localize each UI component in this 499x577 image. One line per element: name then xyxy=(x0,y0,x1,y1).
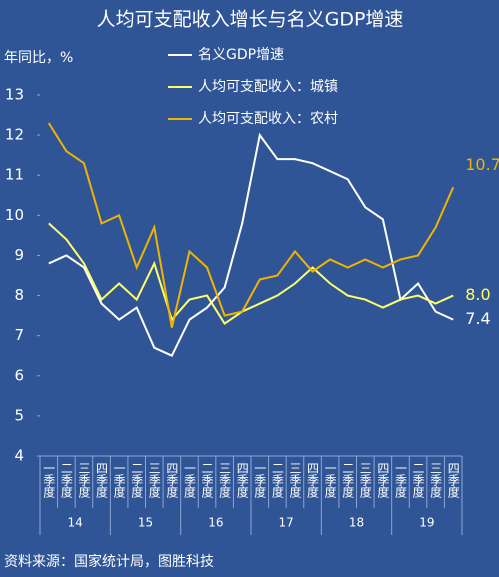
y-tick-label: 9 xyxy=(14,246,24,264)
group-label: 14 xyxy=(68,516,83,530)
legend-label: 人均可支配收入：农村 xyxy=(198,111,338,127)
x-tick-label: 三季度 xyxy=(358,462,372,498)
end-label: 7.4 xyxy=(465,309,490,328)
x-tick-label: 一季度 xyxy=(323,462,337,498)
x-tick-label: 二季度 xyxy=(59,462,73,498)
x-tick-label: 一季度 xyxy=(253,462,267,498)
chart-title: 人均可支配收入增长与名义GDP增速 xyxy=(97,9,404,31)
y-tick-label: 12 xyxy=(5,126,24,144)
x-tick-label: 三季度 xyxy=(218,462,232,498)
x-tick-label: 一季度 xyxy=(112,462,126,498)
legend-label: 人均可支配收入：城镇 xyxy=(198,79,338,95)
y-tick-label: 11 xyxy=(5,166,24,184)
x-tick-label: 三季度 xyxy=(288,462,302,498)
y-tick-label: 6 xyxy=(14,366,24,384)
series-line xyxy=(47,122,455,328)
x-tick-label: 二季度 xyxy=(130,462,144,498)
legend-label: 名义GDP增速 xyxy=(198,47,284,63)
x-tick-label: 一季度 xyxy=(393,462,407,498)
y-tick-label: 13 xyxy=(5,86,24,104)
x-tick-label: 二季度 xyxy=(411,462,425,498)
group-label: 19 xyxy=(419,516,434,530)
x-tick-label: 四季度 xyxy=(446,462,460,498)
end-label: 10.7 xyxy=(465,155,499,174)
series-line xyxy=(48,132,454,358)
group-label: 16 xyxy=(208,516,223,530)
x-tick-label: 三季度 xyxy=(77,462,91,498)
x-tick-label: 四季度 xyxy=(165,462,179,498)
x-tick-label: 三季度 xyxy=(429,462,443,498)
source-note: 资料来源：国家统计局，图胜科技 xyxy=(4,553,214,570)
y-axis-label: 年同比，% xyxy=(4,50,73,66)
x-tick-label: 二季度 xyxy=(270,462,284,498)
x-tick-label: 一季度 xyxy=(182,462,196,498)
y-tick-label: 8 xyxy=(14,286,24,304)
y-tick-label: 4 xyxy=(14,447,24,465)
x-tick-label: 四季度 xyxy=(235,462,249,498)
y-tick-label: 5 xyxy=(14,406,24,424)
group-label: 17 xyxy=(279,516,294,530)
x-tick-label: 四季度 xyxy=(95,462,109,498)
y-tick-label: 7 xyxy=(14,326,24,344)
x-tick-label: 二季度 xyxy=(341,462,355,498)
x-tick-label: 一季度 xyxy=(42,462,56,498)
x-tick-label: 四季度 xyxy=(306,462,320,498)
group-label: 15 xyxy=(138,516,153,530)
series-line xyxy=(48,222,454,326)
y-tick-label: 10 xyxy=(5,206,24,224)
x-tick-label: 二季度 xyxy=(200,462,214,498)
x-tick-label: 四季度 xyxy=(376,462,390,498)
group-label: 18 xyxy=(349,516,364,530)
end-label: 8.0 xyxy=(465,285,490,304)
x-tick-label: 三季度 xyxy=(147,462,161,498)
